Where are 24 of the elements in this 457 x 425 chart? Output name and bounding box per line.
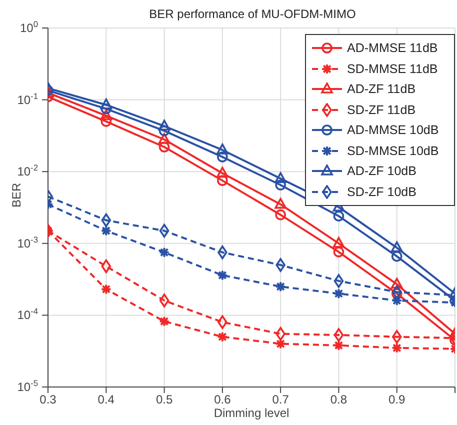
chart-title: BER performance of MU-OFDM-MIMO [148, 7, 357, 21]
legend-label: AD-ZF 10dB [347, 164, 416, 178]
y-tick-label: 10$^{-4}$ [17, 306, 38, 322]
x-axis-title: Dimming level [214, 406, 290, 420]
x-tick-label: 0.6 [214, 392, 232, 407]
legend-label: AD-MMSE 11dB [347, 41, 438, 56]
legend-label: SD-ZF 10dB [347, 184, 416, 199]
y-axis-title: BER [9, 182, 24, 208]
x-tick-label: 0.7 [272, 392, 290, 407]
y-tick-label: 10$^{-1}$ [17, 90, 38, 107]
y-tick-label: 10$^{0}$ [20, 19, 38, 35]
y-tick-label: 10$^{-3}$ [17, 234, 38, 250]
y-tick-label: 10$^{-2}$ [17, 162, 38, 179]
x-tick-label: 0.9 [388, 392, 406, 407]
legend-label: SD-MMSE 10dB [347, 144, 439, 158]
legend-label: SD-MMSE 11dB [347, 62, 438, 76]
x-tick-label: 0.8 [330, 392, 348, 407]
x-tick-label: 0.5 [156, 392, 173, 407]
y-tick-label: 10$^{-5}$ [17, 378, 38, 394]
x-tick-label: 0.3 [40, 392, 57, 407]
legend-label: AD-MMSE 10dB [347, 123, 439, 138]
legend-label: AD-ZF 11dB [347, 82, 416, 96]
legend-label: SD-ZF 11dB [347, 102, 416, 117]
x-tick-label: 0.4 [98, 392, 115, 407]
